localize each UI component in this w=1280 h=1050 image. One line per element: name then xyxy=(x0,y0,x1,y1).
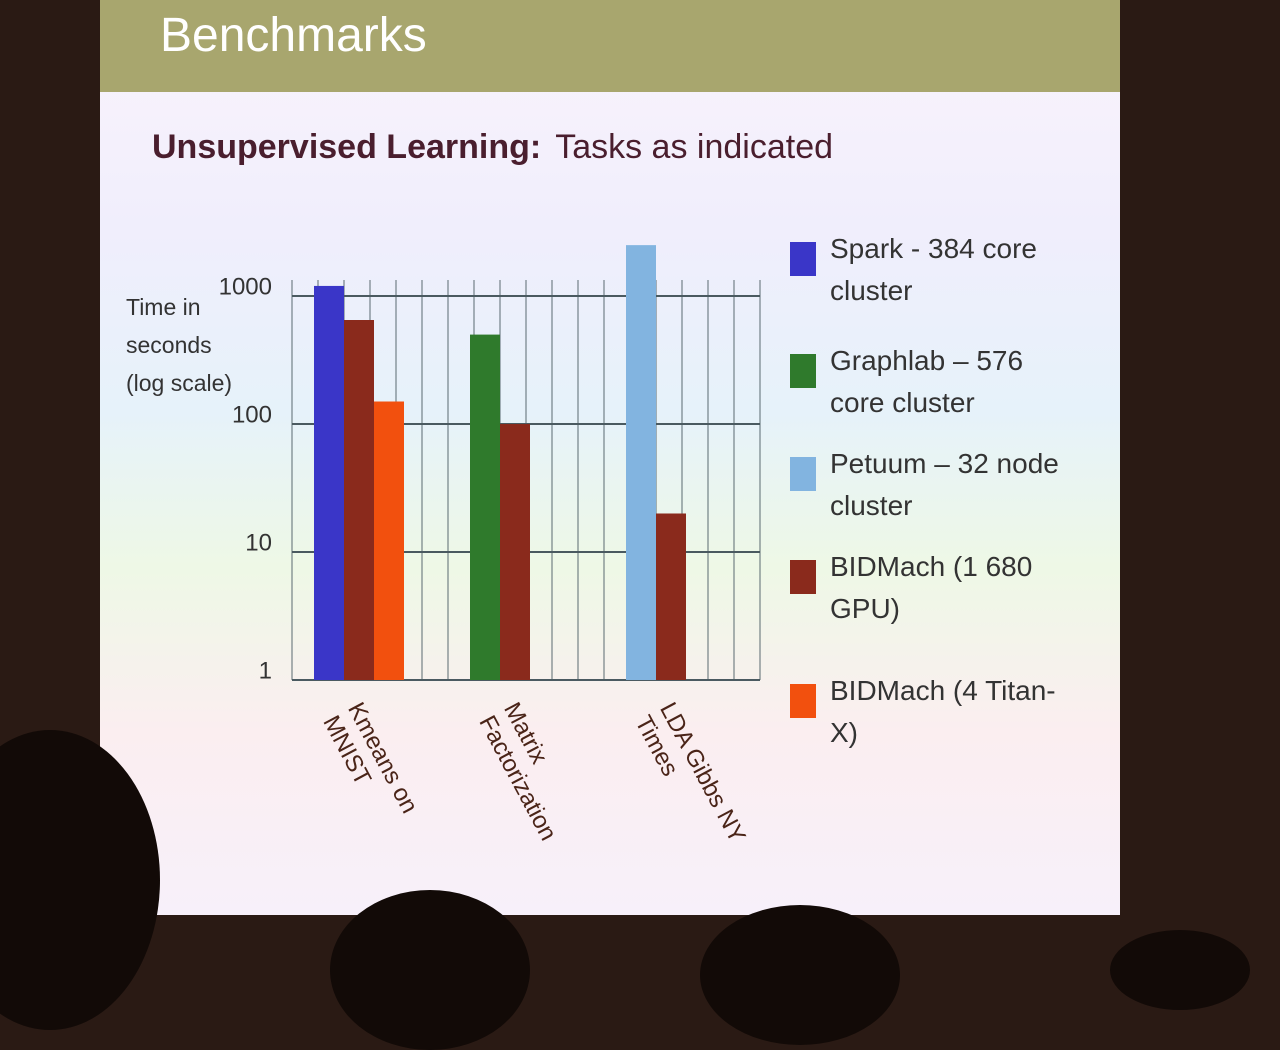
subtitle-text: Tasks as indicated xyxy=(555,128,834,166)
bar xyxy=(374,401,404,680)
audience-head xyxy=(330,890,530,1050)
legend-swatch xyxy=(790,242,816,276)
slide-title: Benchmarks xyxy=(160,9,427,62)
chart-subtitle: Unsupervised Learning: Tasks as indicated xyxy=(152,128,833,167)
subtitle-bold: Unsupervised Learning: xyxy=(152,128,542,166)
bar xyxy=(344,320,374,680)
y-tick-label: 1000 xyxy=(219,273,272,300)
y-tick-label: 1 xyxy=(259,657,272,684)
legend-swatch xyxy=(790,457,816,491)
legend-label: Petuum – 32 node cluster xyxy=(830,448,1059,521)
legend-swatch xyxy=(790,354,816,388)
y-tick-label: 10 xyxy=(245,529,272,556)
photo: Benchmarks Unsupervised Learning: Tasks a… xyxy=(0,0,1250,1050)
bar xyxy=(500,424,530,680)
audience-head xyxy=(700,905,900,1045)
bar xyxy=(314,285,344,680)
legend-label: Spark - 384 core cluster xyxy=(830,233,1037,306)
legend-item: BIDMach (4 Titan-X) xyxy=(790,670,1056,760)
legend-label: BIDMach (1 680 GPU) xyxy=(830,551,1033,624)
legend-label: Graphlab – 576 core cluster xyxy=(830,345,1024,418)
audience-head xyxy=(1110,930,1250,1010)
legend-item: Graphlab – 576 core cluster xyxy=(790,340,1050,430)
legend-swatch xyxy=(790,560,816,594)
chart: 1 10 100 1000 xyxy=(219,245,761,684)
legend-item: Spark - 384 core cluster xyxy=(790,228,1050,318)
bar xyxy=(470,334,500,680)
legend-label: BIDMach (4 Titan-X) xyxy=(830,675,1056,748)
y-axis-label: Time in seconds (log scale) xyxy=(126,294,233,396)
slide-header xyxy=(100,0,1120,92)
legend-item: Petuum – 32 node cluster xyxy=(790,443,1059,533)
legend-item: BIDMach (1 680 GPU) xyxy=(790,546,1050,636)
bar xyxy=(656,513,686,680)
slide xyxy=(100,0,1120,915)
y-tick-label: 100 xyxy=(232,401,272,428)
legend-swatch xyxy=(790,684,816,718)
bar xyxy=(626,245,656,680)
